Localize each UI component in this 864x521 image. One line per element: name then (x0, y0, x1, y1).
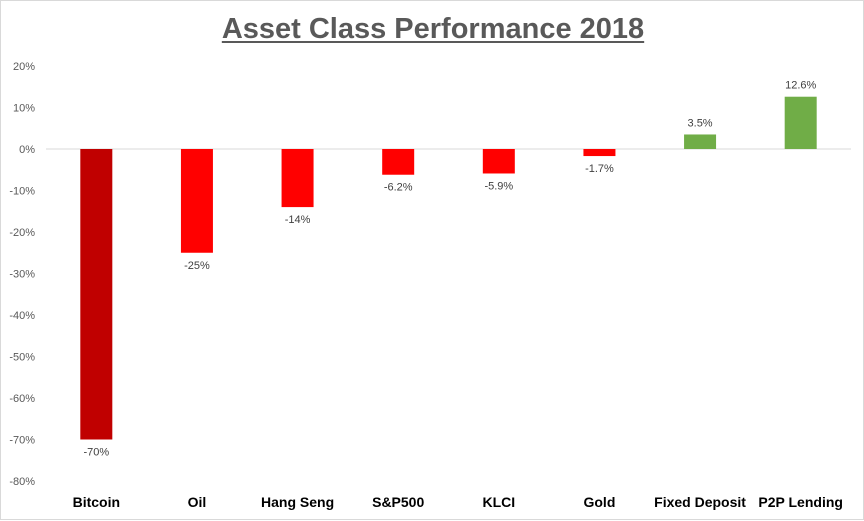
bar-p2p-lending (784, 96, 817, 149)
category-label: Gold (583, 494, 615, 510)
y-tick-label: 0% (19, 144, 35, 156)
category-label: Bitcoin (73, 494, 120, 510)
chart-title: Asset Class Performance 2018 (221, 13, 645, 45)
y-tick-label: -60% (9, 393, 35, 405)
bar-fixed-deposit (684, 134, 717, 149)
bar-gold (583, 149, 616, 157)
data-label: -14% (285, 214, 311, 226)
y-tick-label: 20% (13, 61, 35, 73)
bar-bitcoin (80, 149, 113, 440)
bar-hang-seng (281, 149, 314, 208)
y-tick-label: -20% (9, 227, 35, 239)
y-tick-label: -70% (9, 435, 35, 447)
category-label: S&P500 (372, 494, 424, 510)
data-label: -70% (83, 447, 109, 459)
data-label: -6.2% (384, 182, 413, 194)
y-tick-label: -10% (9, 186, 35, 198)
y-tick-label: 10% (13, 103, 35, 115)
data-label: 12.6% (785, 80, 816, 92)
bar-s-p500 (382, 149, 415, 175)
bar-klci (482, 149, 515, 174)
y-tick-label: -50% (9, 352, 35, 364)
y-tick-label: -80% (9, 476, 35, 488)
category-label: Hang Seng (261, 494, 334, 510)
category-label: Oil (188, 494, 207, 510)
data-label: -1.7% (585, 163, 614, 175)
y-tick-label: -30% (9, 269, 35, 281)
category-label: P2P Lending (758, 494, 843, 510)
data-label: -25% (184, 260, 210, 272)
data-label: -5.9% (484, 180, 513, 192)
bar-oil (180, 149, 213, 253)
data-label: 3.5% (688, 117, 713, 129)
category-label: Fixed Deposit (654, 494, 746, 510)
category-label: KLCI (482, 494, 515, 510)
y-tick-label: -40% (9, 310, 35, 322)
